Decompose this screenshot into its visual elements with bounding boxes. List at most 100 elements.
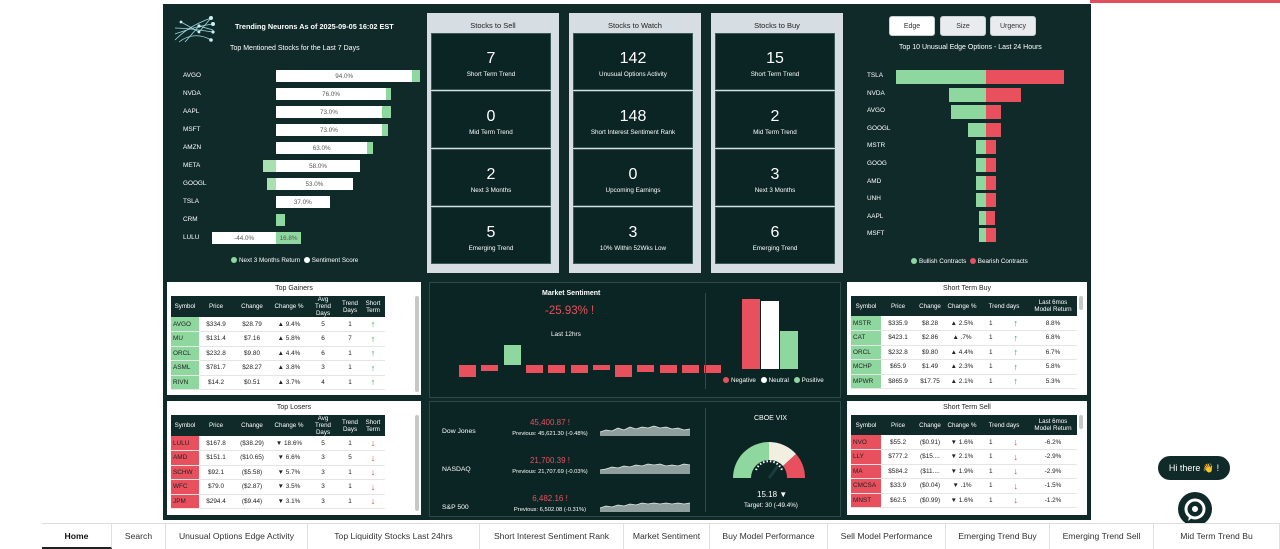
bearish-bar[interactable] [986,228,996,243]
bearish-bar[interactable] [986,175,996,190]
sentiment-bar[interactable] [548,365,566,373]
table-row[interactable]: LLY $777.2 ($15.... ▼ 2.1% 1 ↓ -2.9% [851,449,1077,465]
column-header[interactable]: Price [881,415,915,435]
symbol-cell[interactable]: LULU [171,436,199,451]
sentiment-bar[interactable] [615,365,633,377]
tile-mid-term-trend[interactable]: 0 Mid Term Trend [431,91,551,148]
column-header[interactable]: Short Term [361,296,385,317]
urgency-button[interactable]: Urgency [990,16,1036,36]
column-header[interactable]: Symbol [851,296,881,316]
tile-52wk-low[interactable]: 3 10% Within 52Wks Low [573,207,693,264]
column-header[interactable]: Change % [271,415,307,436]
tab-sell-model-performance[interactable]: Sell Model Performance [828,524,946,549]
column-header[interactable]: Trend Days [339,296,361,317]
column-header[interactable]: Price [199,415,233,436]
table-row[interactable]: ASML $781.7 $28.27 ▲ 3.8% 3 1 ↑ [171,360,385,376]
symbol-cell[interactable]: AVGO [171,317,199,332]
sentiment-bar[interactable] [481,365,499,371]
symbol-cell[interactable]: LLY [851,449,881,465]
sentiment-bar[interactable] [659,365,677,373]
tile-emerging-trend[interactable]: 6 Emerging Trend [715,207,835,264]
sentiment-bar[interactable] [637,365,655,372]
sentiment-bar[interactable] [276,124,382,136]
table-row[interactable]: JPM $294.4 ($9.44) ▼ 3.1% 3 1 ↓ [171,494,385,509]
scrollbar[interactable] [415,296,419,392]
table-row[interactable]: MU $131.4 $7.16 ▲ 5.8% 6 7 ↑ [171,331,385,347]
tab-emerging-trend-buy[interactable]: Emerging Trend Buy [946,524,1050,549]
symbol-cell[interactable]: ORCL [171,346,199,361]
sentiment-bar[interactable] [570,365,588,373]
bullish-bar[interactable] [976,193,986,208]
table-row[interactable]: MPWR $865.9 $17.75 ▲ 2.1% 1 ↑ 5.3% [851,374,1077,389]
sentiment-bar[interactable] [276,160,361,172]
bearish-bar[interactable] [986,87,1021,102]
tile-emerging-trend[interactable]: 5 Emerging Trend [431,207,551,264]
column-header[interactable]: Change % [945,296,979,316]
tab-unusual-options-edge-activity[interactable]: Unusual Options Edge Activity [166,524,308,549]
tile-short-interest[interactable]: 148 Short Interest Sentiment Rank [573,91,693,148]
symbol-cell[interactable]: MNST [851,493,881,508]
bullish-bar[interactable] [949,87,986,102]
bearish-bar[interactable] [986,122,1001,137]
return-bar[interactable] [386,88,392,100]
table-row[interactable]: SCHW $92.1 ($5.58) ▼ 5.7% 3 1 ↓ [171,465,385,480]
column-header[interactable]: Change [915,415,945,435]
symbol-cell[interactable]: AMD [171,450,199,466]
return-bar[interactable] [381,106,391,118]
symbol-cell[interactable]: JPM [171,494,199,509]
chat-launcher-icon[interactable] [1178,492,1212,526]
tab-mid-term-trend-bu[interactable]: Mid Term Trend Bu [1154,524,1280,549]
edge-button[interactable]: Edge [889,16,935,36]
column-header[interactable]: Symbol [171,296,199,317]
bullish-bar[interactable] [979,210,986,225]
tab-short-interest-sentiment-rank[interactable]: Short Interest Sentiment Rank [480,524,624,549]
symbol-cell[interactable]: MCHP [851,359,881,375]
symbol-cell[interactable]: ORCL [851,345,881,360]
column-header[interactable]: Change % [271,296,307,317]
bearish-bar[interactable] [986,140,996,155]
return-bar[interactable] [367,142,373,154]
column-header[interactable]: Price [199,296,233,317]
column-header[interactable]: Change % [945,415,979,435]
column-header[interactable]: Short Term [361,415,385,436]
breakdown-bar-negative[interactable] [742,299,760,369]
tile-upcoming-earnings[interactable]: 0 Upcoming Earnings [573,149,693,206]
sentiment-bar[interactable] [276,196,330,208]
breakdown-bar-neutral[interactable] [761,301,779,369]
symbol-cell[interactable]: MPWR [851,374,881,389]
sentiment-bar[interactable] [503,345,521,365]
bullish-bar[interactable] [968,122,986,137]
bearish-bar[interactable] [986,105,1001,120]
table-row[interactable]: LULU $167.8 ($38.29) ▼ 18.6% 5 1 ↓ [171,436,385,451]
table-row[interactable]: ORCL $232.8 $9.80 ▲ 4.4% 1 ↑ 6.7% [851,345,1077,360]
breakdown-bar-positive[interactable] [780,331,798,369]
tile-mid-term-trend[interactable]: 2 Mid Term Trend [715,91,835,148]
sentiment-bar[interactable] [459,365,476,377]
symbol-cell[interactable]: MU [171,331,199,347]
return-bar[interactable] [267,178,276,190]
bearish-bar[interactable] [986,70,1064,84]
column-header[interactable]: Trend days [979,296,1029,316]
table-row[interactable]: WFC $79.0 ($2.87) ▼ 3.5% 3 1 ↓ [171,479,385,495]
symbol-cell[interactable]: MA [851,464,881,479]
tab-buy-model-performance[interactable]: Buy Model Performance [710,524,828,549]
tile-next-3-months[interactable]: 2 Next 3 Months [431,149,551,206]
table-row[interactable]: MA $584.2 ($11.... ▼ 1.9% 1 ↓ -2.9% [851,464,1077,479]
column-header[interactable]: Avg Trend Days [307,296,339,317]
tile-unusual-options[interactable]: 142 Unusual Options Activity [573,33,693,90]
tile-short-term-trend[interactable]: 7 Short Term Trend [431,33,551,90]
bearish-bar[interactable] [986,210,995,225]
table-row[interactable]: RIVN $14.2 $0.51 ▲ 3.7% 4 1 ↑ [171,375,385,390]
bullish-bar[interactable] [896,70,986,84]
symbol-cell[interactable]: CAT [851,330,881,346]
sentiment-bar[interactable] [276,88,387,100]
tab-emerging-trend-sell[interactable]: Emerging Trend Sell [1050,524,1154,549]
column-header[interactable]: Last 6mos Model Return [1029,296,1077,316]
return-bar[interactable] [381,124,388,136]
table-row[interactable]: AMD $151.1 ($10.65) ▼ 6.6% 3 5 ↓ [171,450,385,466]
tile-next-3-months[interactable]: 3 Next 3 Months [715,149,835,206]
table-row[interactable]: NVO $55.2 ($0.91) ▼ 1.6% 1 ↓ -6.2% [851,435,1077,450]
column-header[interactable]: Trend days [979,415,1029,435]
size-button[interactable]: Size [940,16,986,36]
column-header[interactable]: Change [233,415,271,436]
